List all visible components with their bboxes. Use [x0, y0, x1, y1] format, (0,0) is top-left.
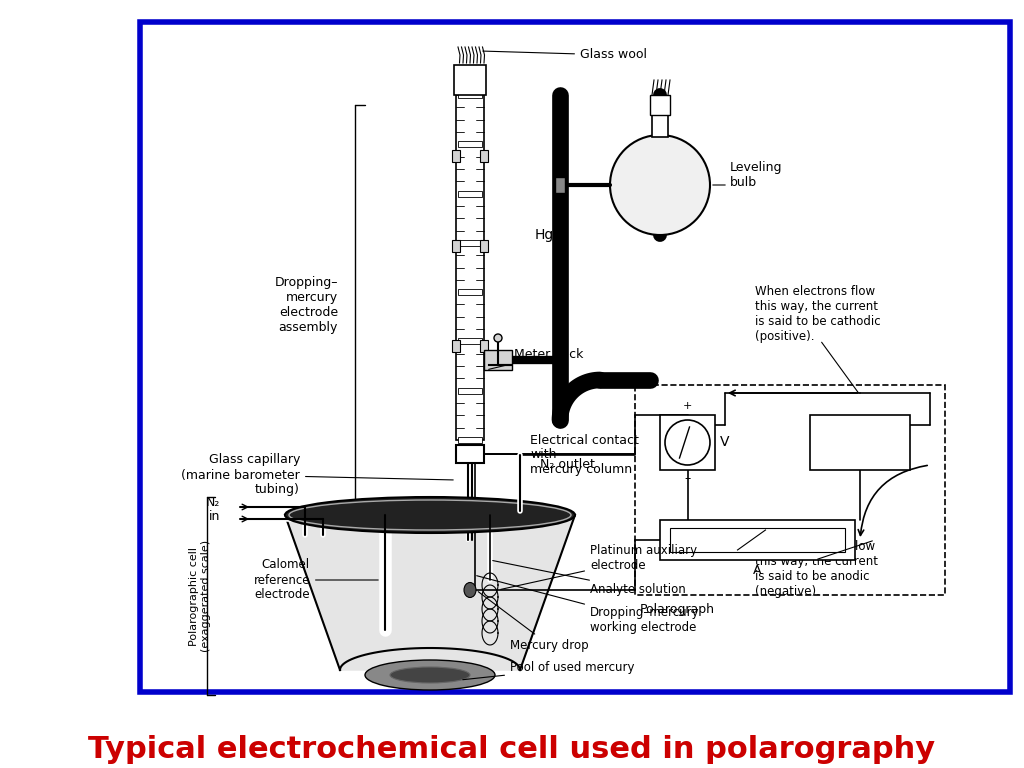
Bar	[452, 150, 460, 162]
Ellipse shape	[289, 500, 571, 530]
Bar	[660, 520, 855, 560]
Ellipse shape	[464, 582, 476, 598]
Text: Platinum auxiliary
electrode: Platinum auxiliary electrode	[501, 544, 697, 589]
Bar	[456, 445, 484, 463]
Text: Leveling
bulb: Leveling bulb	[730, 161, 782, 189]
Bar	[480, 240, 488, 252]
Text: Dropping–
mercury
electrode
assembly: Dropping– mercury electrode assembly	[274, 276, 338, 334]
Bar	[652, 115, 668, 137]
Ellipse shape	[365, 660, 495, 690]
Text: Meter stick: Meter stick	[488, 349, 584, 369]
Bar	[650, 95, 670, 115]
Text: N₂ outlet: N₂ outlet	[540, 458, 595, 472]
Bar	[484, 350, 512, 370]
Bar	[458, 240, 482, 246]
Ellipse shape	[610, 135, 710, 235]
Bar	[635, 385, 945, 595]
Text: Glass capillary
(marine barometer
tubing): Glass capillary (marine barometer tubing…	[181, 453, 454, 496]
Text: Hg: Hg	[535, 228, 554, 242]
Text: Electrical contact
with
mercury column: Electrical contact with mercury column	[486, 433, 639, 476]
Bar	[454, 65, 486, 95]
Text: N₂: N₂	[206, 496, 220, 509]
Ellipse shape	[665, 420, 710, 465]
Ellipse shape	[494, 334, 502, 342]
Bar	[452, 240, 460, 252]
Text: –: –	[684, 472, 690, 485]
Bar	[458, 92, 482, 98]
Bar	[458, 437, 482, 443]
Text: Calomel
reference
electrode: Calomel reference electrode	[254, 558, 378, 601]
Bar	[480, 150, 488, 162]
Text: Typical electrochemical cell used in polarography: Typical electrochemical cell used in pol…	[88, 736, 936, 764]
Text: in: in	[209, 511, 220, 524]
Text: Mercury drop: Mercury drop	[478, 591, 589, 651]
Text: Dropping–mercury
working electrode: Dropping–mercury working electrode	[477, 576, 699, 634]
Bar	[458, 339, 482, 344]
Text: A: A	[754, 564, 762, 577]
Text: Power
supply: Power supply	[840, 429, 881, 456]
Bar	[456, 95, 484, 440]
Bar	[458, 141, 482, 147]
Bar	[810, 415, 910, 470]
Ellipse shape	[285, 497, 575, 533]
Text: V: V	[720, 435, 729, 449]
Text: Polarographic cell
(exaggerated scale): Polarographic cell (exaggerated scale)	[189, 540, 211, 652]
Text: When electrons flow
this way, the current
is said to be anodic
(negative).: When electrons flow this way, the curren…	[755, 540, 878, 598]
Bar	[555, 177, 565, 193]
Text: +: +	[683, 401, 692, 411]
Bar	[458, 289, 482, 295]
Text: Pool of used mercury: Pool of used mercury	[463, 661, 635, 680]
Text: Analyte solution: Analyte solution	[493, 561, 686, 597]
Text: When electrons flow
this way, the current
is said to be cathodic
(positive).: When electrons flow this way, the curren…	[755, 285, 881, 343]
Bar	[452, 340, 460, 352]
Polygon shape	[285, 515, 575, 670]
Text: Polarograph: Polarograph	[640, 603, 715, 616]
Bar	[660, 415, 715, 470]
Text: Glass wool: Glass wool	[482, 48, 647, 61]
Ellipse shape	[390, 667, 470, 683]
Bar	[480, 340, 488, 352]
Bar	[140, 22, 1010, 692]
Bar	[458, 388, 482, 394]
Bar	[458, 190, 482, 197]
Bar	[670, 528, 845, 552]
